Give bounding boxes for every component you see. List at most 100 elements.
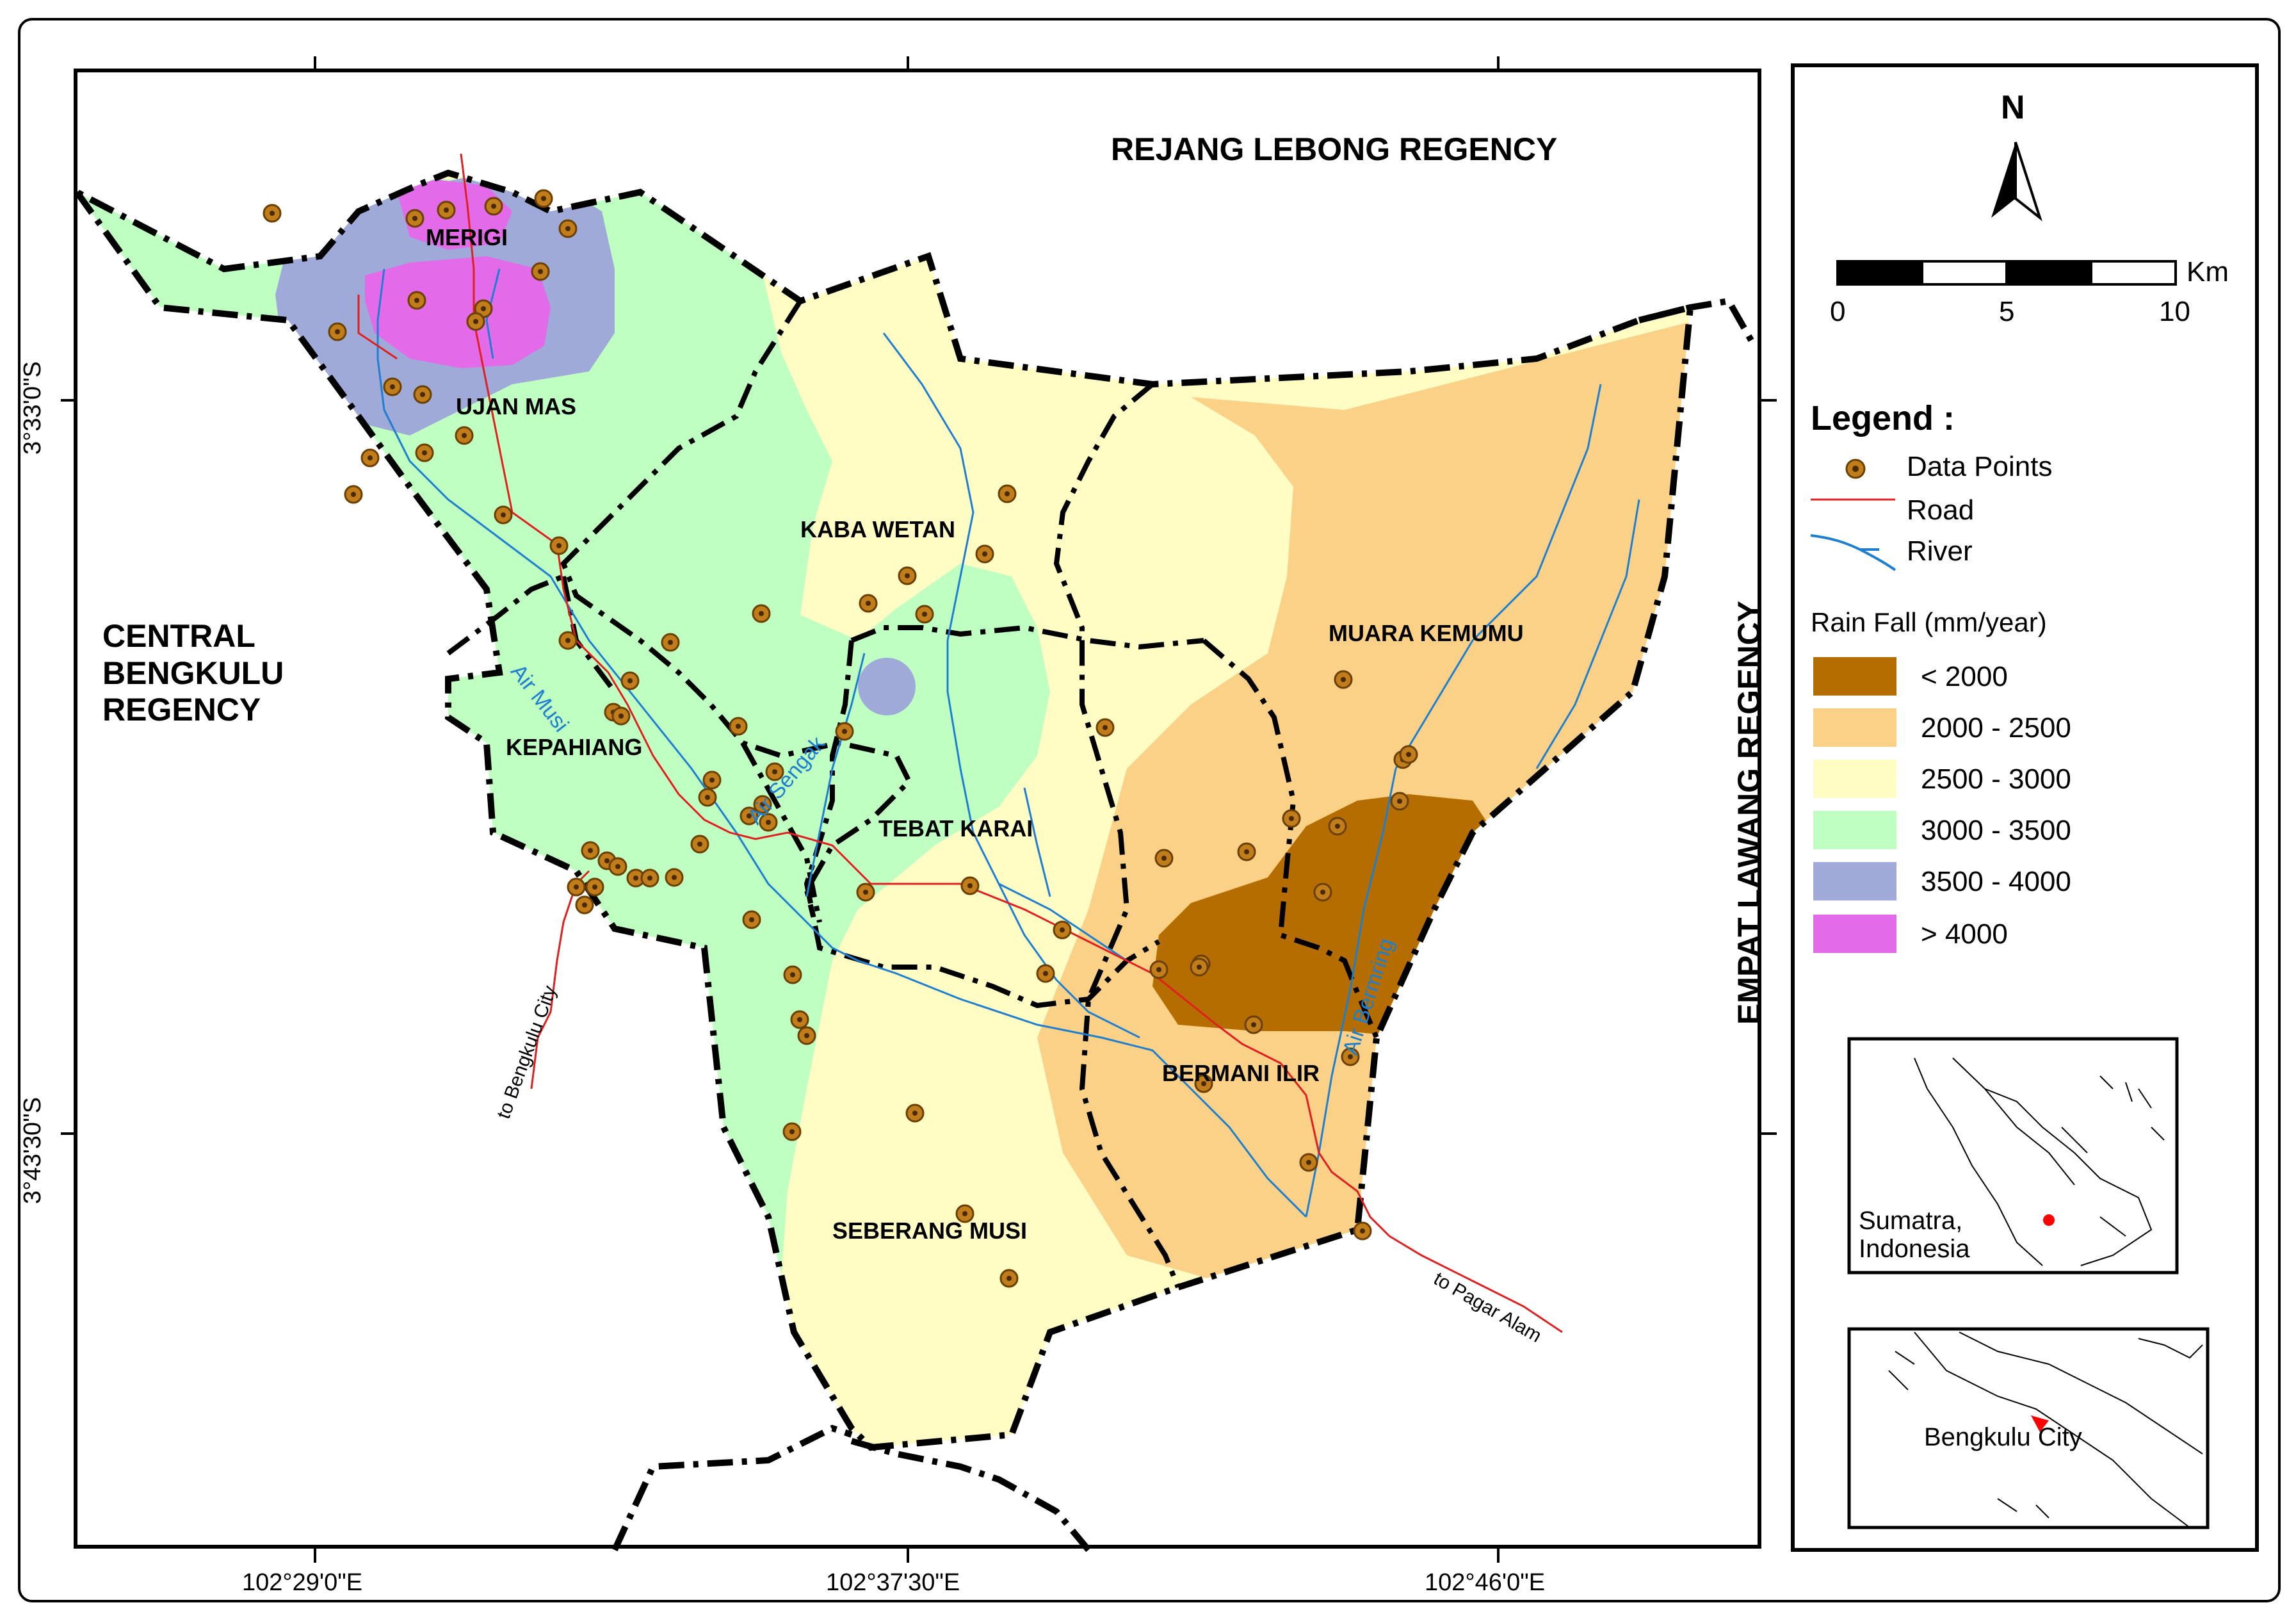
central-line-3: REGENCY (102, 692, 261, 728)
data-point-core (1103, 725, 1108, 730)
data-point-core (766, 820, 771, 825)
data-point-core (863, 890, 868, 895)
inset-city-label: Bengkulu City (1924, 1423, 2082, 1451)
data-point-core (582, 902, 587, 908)
data-point-core (462, 433, 467, 438)
scale-tick-0: 0 (1830, 296, 1846, 327)
data-point-core (618, 713, 624, 719)
class-label-3: 2500 - 3000 (1921, 763, 2071, 795)
lat-label-1: 3°33'0"S (19, 361, 46, 455)
regency-label-empat-lawang: EMPAT LAWANG REGENCY (1731, 600, 1767, 1025)
data-point-core (804, 1033, 809, 1038)
data-point-core (866, 601, 871, 606)
district-label-seberang-musi: SEBERANG MUSI (832, 1218, 1028, 1244)
data-point-core (556, 543, 562, 548)
data-point-core (1320, 890, 1325, 895)
map-frame (74, 69, 1761, 1549)
data-point-core (270, 211, 275, 216)
data-point-core (760, 802, 765, 807)
data-point-core (1197, 965, 1202, 970)
legend-swatch (1813, 657, 1896, 696)
data-point-core (615, 864, 620, 869)
data-point-core (697, 842, 702, 847)
district-boundaries (446, 299, 1379, 1289)
data-point-core (789, 1129, 795, 1134)
data-point-core (414, 298, 419, 303)
data-point-core (797, 1017, 802, 1022)
inset-sumatra-map (1914, 1057, 2165, 1266)
zone-3500-4000-small (858, 658, 916, 715)
data-point-core (1161, 856, 1167, 861)
data-point-core (1244, 849, 1249, 854)
data-point-core (1005, 491, 1010, 496)
data-point-core (709, 778, 715, 783)
data-point-core (1289, 816, 1294, 821)
legend-swatches (1813, 657, 1896, 953)
data-point-core (1397, 799, 1402, 804)
lon-label-1: 102°29'0"E (242, 1569, 363, 1596)
regency-label-central-bengkulu: CENTRAL BENGKULU REGENCY (102, 618, 284, 729)
graticule-ticks (61, 56, 1777, 1563)
legend-title: Legend : (1811, 399, 1955, 437)
north-label: N (2001, 89, 2025, 126)
scale-unit: Km (2187, 256, 2229, 288)
zone-above-4000 (365, 256, 551, 368)
lon-label-2: 102°37'30"E (826, 1569, 960, 1596)
data-point-core (982, 551, 987, 557)
data-point-core (473, 319, 478, 324)
sumatra-line-1: Sumatra, (1859, 1207, 1963, 1235)
district-label-ujan-mas: UJAN MAS (456, 393, 577, 420)
data-point-core (747, 813, 752, 819)
legend-frame (1791, 63, 2259, 1552)
legend-swatch (1813, 760, 1896, 798)
legend-data-points: Data Points (1907, 451, 2053, 482)
data-point-core (422, 450, 427, 455)
data-point-core (491, 204, 496, 209)
district-label-bermani-ilir: BERMANI ILIR (1162, 1060, 1320, 1086)
data-point-core (705, 795, 710, 800)
data-point-core (1156, 967, 1161, 972)
class-label-5: 3500 - 4000 (1921, 866, 2071, 897)
data-point-core (351, 492, 356, 497)
data-point-core (368, 455, 373, 460)
data-point-core (588, 848, 593, 853)
data-point-core (647, 876, 652, 881)
legend-river: River (1907, 535, 1973, 567)
data-point-core (1306, 1160, 1311, 1165)
data-point-core (565, 638, 570, 643)
scale-tick-5: 5 (1999, 296, 2015, 327)
inset-sumatra-label: Sumatra, Indonesia (1859, 1207, 1969, 1263)
district-label-tebat-karai: TEBAT KARAI (878, 815, 1033, 842)
data-point-core (390, 384, 395, 389)
data-point-core (420, 392, 425, 397)
zone-above-4000-north (397, 179, 512, 250)
data-point-core (627, 678, 633, 683)
scale-bar (1836, 260, 2177, 286)
data-point-core (538, 269, 543, 274)
data-point-core (604, 858, 610, 863)
data-point-core (1043, 971, 1048, 976)
data-point-core (1360, 1228, 1365, 1234)
legend-swatch (1813, 708, 1896, 747)
class-label-4: 3000 - 3500 (1921, 815, 2071, 846)
data-point-core (541, 196, 546, 201)
district-label-merigi: MERIGI (426, 224, 508, 250)
class-label-1: < 2000 (1921, 661, 2008, 692)
lat-label-2: 3°43'30"S (19, 1097, 46, 1204)
legend-swatch (1813, 811, 1896, 849)
legend-road: Road (1907, 494, 1975, 526)
data-point-core (481, 306, 486, 311)
central-line-2: BENGKULU (102, 655, 284, 691)
data-point-core (912, 1111, 918, 1116)
data-point-core (633, 876, 638, 881)
data-points (263, 189, 1418, 1288)
data-point-core (672, 875, 677, 880)
data-point-core (1335, 824, 1340, 829)
data-point-core (592, 884, 597, 890)
data-point-core (790, 972, 795, 977)
regency-boundaries (611, 297, 1758, 1552)
regency-label-rejang-lebong: REJANG LEBONG REGENCY (1111, 131, 1558, 167)
scale-tick-10: 10 (2159, 296, 2190, 327)
rain-title: Rain Fall (mm/year) (1811, 607, 2047, 637)
